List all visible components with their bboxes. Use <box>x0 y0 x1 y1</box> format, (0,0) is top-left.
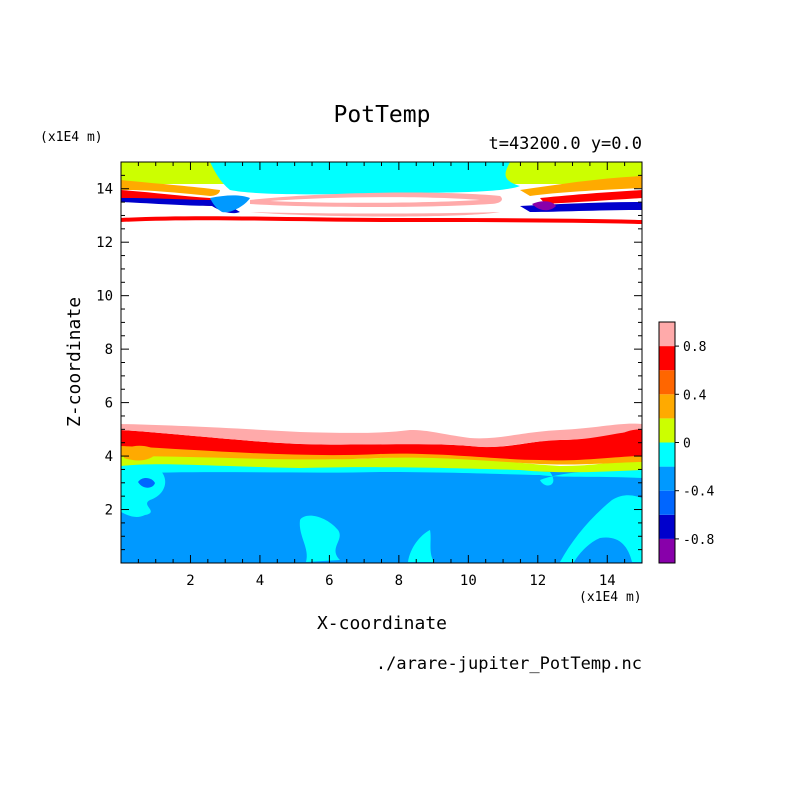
colorbar-level-swatch <box>659 322 675 347</box>
colorbar-level-swatch <box>659 538 675 563</box>
y-axis-label: Z-coordinate <box>64 297 85 427</box>
contour-lower-boundary-orange <box>121 444 642 465</box>
y-tick-label: 12 <box>96 235 113 251</box>
y-axis: 2 4 6 8 10 12 14 <box>96 182 113 519</box>
colorbar-tick-label: 0 <box>683 437 691 452</box>
y-tick-label: 8 <box>105 342 113 358</box>
colorbar-level-swatch <box>659 466 675 491</box>
colorbar-tick-label: -0.4 <box>683 485 714 500</box>
colorbar-tick-label: 0.4 <box>683 388 707 403</box>
minor-ticks <box>121 162 642 563</box>
y-tick-label: 4 <box>105 449 113 465</box>
contour-lower-boundary-red <box>121 428 642 461</box>
colorbar-level-swatch <box>659 442 675 467</box>
y-tick-label: 14 <box>96 182 113 198</box>
contour-lower-cyan-patch-mid <box>299 515 340 562</box>
source-label: ./arare-jupiter_PotTemp.nc <box>376 654 642 674</box>
contour-lower-layer <box>121 470 642 563</box>
colorbar-level-swatch <box>659 370 675 395</box>
colorbar-tick-label: -0.8 <box>683 533 714 548</box>
colorbar-level-swatch <box>659 490 675 515</box>
contour-upper-boundary-white-lens <box>270 197 480 203</box>
contour-lower-cyan-patch-right <box>560 495 642 562</box>
x-tick-label: 6 <box>325 573 333 589</box>
contour-lower-boundary-pink <box>121 423 642 448</box>
x-axis-label: X-coordinate <box>317 613 447 634</box>
contour-fill-layer <box>121 162 642 563</box>
x-tick-label: 4 <box>256 573 264 589</box>
colorbar-labels: 0.8 0.4 0 -0.4 -0.8 <box>675 340 714 548</box>
contour-lower-boundary-yellow <box>121 452 642 473</box>
contour-lower-right-eddy-red <box>612 429 642 456</box>
colorbar <box>659 322 675 563</box>
y-tick-label: 6 <box>105 396 113 412</box>
contour-upper-boundary-lower-pink <box>250 212 500 217</box>
colorbar-level-swatch <box>659 346 675 371</box>
chart-title: PotTemp <box>334 102 431 128</box>
contour-upper-layer-cyan <box>210 162 520 195</box>
colorbar-level-swatch <box>659 514 675 539</box>
contour-upper-boundary-lightblue <box>210 195 250 213</box>
x-tick-label: 8 <box>395 573 403 589</box>
x-tick-label: 2 <box>186 573 194 589</box>
y-unit-label: (x1E4 m) <box>40 130 103 145</box>
colorbar-level-swatch <box>659 394 675 419</box>
contour-lower-blue-eddy <box>138 477 155 488</box>
colorbar-level-swatch <box>659 418 675 443</box>
contour-lower-cyan-patch-center <box>408 530 434 562</box>
y-tick-label: 2 <box>105 503 113 519</box>
x-tick-label: 10 <box>460 573 477 589</box>
x-unit-label: (x1E4 m) <box>579 590 642 605</box>
contour-upper-boundary-lower-red <box>121 216 642 224</box>
y-tick-label: 10 <box>96 289 113 305</box>
colorbar-tick-label: 0.8 <box>683 340 706 355</box>
x-tick-label: 12 <box>529 573 546 589</box>
contour-lower-left-eddy-orange <box>124 445 158 461</box>
x-axis: 2 4 6 8 10 12 14 <box>186 573 615 589</box>
x-tick-label: 14 <box>599 573 616 589</box>
chart-subtitle: t=43200.0 y=0.0 <box>488 134 642 154</box>
contour-upper-boundary-violet <box>532 201 556 211</box>
